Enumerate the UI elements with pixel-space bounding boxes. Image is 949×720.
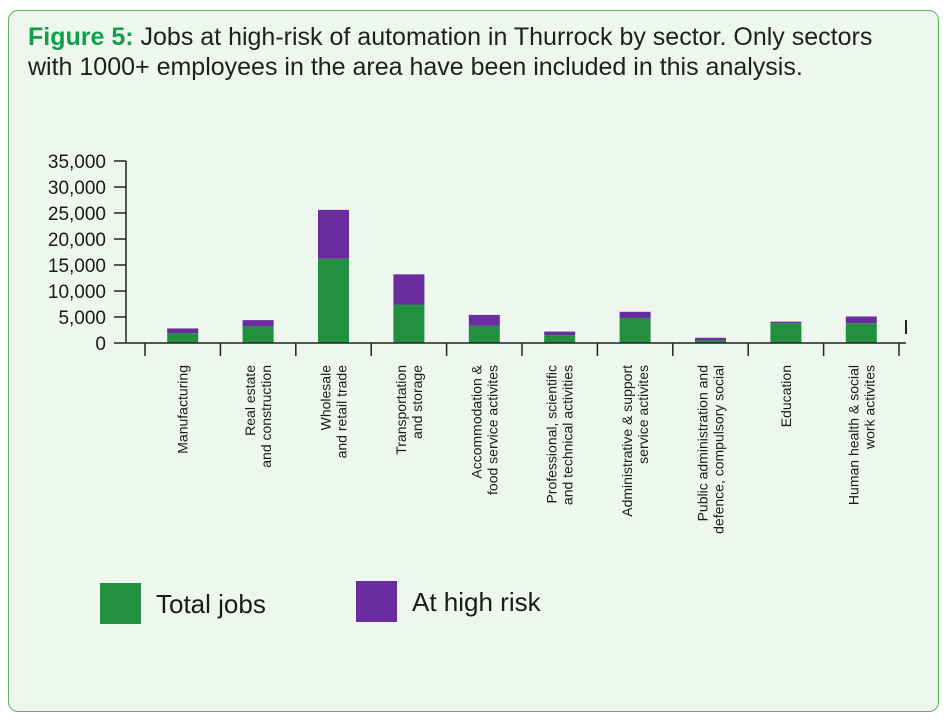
- y-tick-label: 30,000: [48, 178, 106, 199]
- x-category-label: food service activites: [484, 365, 500, 495]
- bar-at-high-risk: [393, 274, 425, 305]
- bar-at-high-risk: [318, 209, 349, 259]
- bar-at-high-risk: [167, 328, 199, 334]
- y-tick-label: 25,000: [48, 204, 106, 225]
- bar-at-high-risk: [770, 321, 802, 324]
- x-category-label: Public administration and: [695, 365, 711, 521]
- legend-label: Total jobs: [156, 589, 266, 619]
- x-category-label: Real estate: [242, 365, 258, 436]
- x-category-label: and construction: [258, 365, 274, 468]
- y-tick-label: 5,000: [58, 308, 106, 329]
- y-tick-label: 10,000: [48, 282, 106, 303]
- bar-total-jobs: [318, 258, 349, 343]
- y-tick-label: 0: [95, 334, 106, 355]
- bar-total-jobs: [619, 318, 651, 343]
- y-tick-label: 20,000: [48, 230, 106, 251]
- figure-caption-text: Jobs at high-risk of automation in Thurr…: [28, 23, 873, 81]
- bar-at-high-risk: [242, 320, 274, 327]
- x-category-label: service activites: [635, 365, 651, 464]
- bar-at-high-risk: [544, 331, 576, 336]
- bar-total-jobs: [167, 333, 199, 343]
- y-tick-label: 15,000: [48, 256, 106, 277]
- x-category-label: and technical activities: [560, 365, 576, 505]
- legend-label: At high risk: [412, 587, 542, 617]
- y-tick-label: 35,000: [48, 152, 106, 173]
- x-category-label: Manufacturing: [175, 365, 191, 454]
- bar-total-jobs: [845, 323, 877, 343]
- x-category-label: Education: [778, 365, 794, 427]
- bar-total-jobs: [393, 304, 425, 343]
- x-category-label: Professional, scientific: [544, 365, 560, 504]
- legend-swatch-total-jobs: [100, 583, 141, 624]
- bar-at-high-risk: [845, 316, 877, 324]
- x-category-label: and retail trade: [334, 365, 350, 459]
- x-category-label: work activites: [861, 365, 877, 450]
- legend-swatch-at-high-risk: [356, 581, 397, 622]
- bar-total-jobs: [242, 326, 274, 343]
- x-category-label: and storage: [409, 365, 425, 439]
- x-category-label: Accommodation &: [468, 364, 484, 478]
- figure-label: Figure 5:: [28, 23, 134, 51]
- x-category-label: Administrative & support: [619, 365, 635, 517]
- x-category-label: Wholesale: [318, 365, 334, 431]
- bar-at-high-risk: [619, 311, 651, 319]
- bar-at-high-risk: [468, 314, 500, 326]
- bar-total-jobs: [468, 325, 500, 343]
- bar-at-high-risk: [695, 337, 726, 341]
- x-category-label: Transportation: [393, 365, 409, 455]
- bar-total-jobs: [770, 323, 802, 343]
- bar-total-jobs: [695, 340, 726, 343]
- x-category-label: defence, compulsory social: [711, 365, 727, 534]
- x-category-label: Human health & social: [845, 365, 861, 505]
- bar-total-jobs: [544, 335, 576, 343]
- figure-caption: Figure 5: Jobs at high-risk of automatio…: [28, 22, 908, 82]
- figure-panel: [8, 10, 939, 712]
